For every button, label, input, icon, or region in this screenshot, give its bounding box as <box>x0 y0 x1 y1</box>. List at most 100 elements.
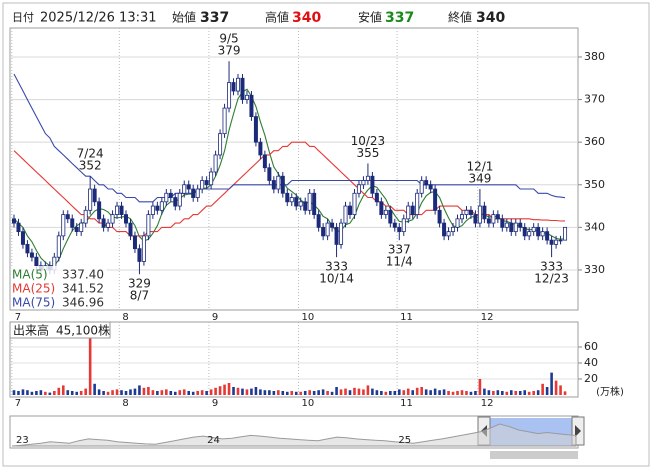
candle-body <box>29 252 34 258</box>
volume-bar <box>509 390 513 395</box>
volume-bar <box>299 391 303 395</box>
candle-body <box>231 82 236 92</box>
navigator-label: 23 <box>16 435 29 446</box>
volume-bar <box>26 390 29 395</box>
volume-bar <box>559 385 562 395</box>
volume-unit: (万株) <box>596 385 624 398</box>
candle-body <box>92 188 97 203</box>
candle-body <box>115 205 120 215</box>
candle-body <box>209 171 214 186</box>
volume-bar <box>57 387 61 395</box>
legend-box <box>11 266 107 309</box>
candle-body <box>200 180 205 190</box>
header-label: 日付 <box>12 11 34 24</box>
candle-body <box>159 201 164 211</box>
candle-body <box>316 214 321 228</box>
y-tick-label: 330 <box>584 263 605 276</box>
volume-title: 出来高 <box>13 323 49 338</box>
y-tick-label: 340 <box>584 220 605 233</box>
volume-tick-label: 20 <box>584 372 598 385</box>
candle-body <box>34 256 39 267</box>
candle-body <box>110 214 115 224</box>
candle-body <box>294 197 299 207</box>
x-tick-label: 9 <box>212 398 218 409</box>
volume-bar <box>317 390 320 395</box>
x-tick-label: 8 <box>122 312 128 323</box>
volume-bar <box>30 391 34 395</box>
candle-body <box>459 214 464 220</box>
volume-bar <box>456 391 459 395</box>
candle-body <box>321 226 326 237</box>
volume-bar <box>527 391 531 395</box>
candle-body <box>325 222 330 237</box>
y-tick-label: 360 <box>584 135 605 148</box>
candle-body <box>473 214 478 224</box>
volume-bar <box>415 387 419 395</box>
volume-bar <box>70 391 74 395</box>
candle-body <box>437 209 442 224</box>
candle-body <box>495 214 500 220</box>
volume-bar <box>563 391 567 395</box>
candle-body <box>312 192 317 215</box>
volume-bar <box>196 391 199 395</box>
volume-bar <box>554 380 558 395</box>
volume-bar <box>366 385 370 395</box>
volume-bar <box>12 390 16 395</box>
volume-legend-box <box>9 321 111 339</box>
volume-bar <box>214 387 217 395</box>
candle-body <box>477 205 482 224</box>
volume-bar <box>393 391 397 395</box>
annotation-date: 11/4 <box>386 255 413 269</box>
candle-body <box>339 222 344 245</box>
annotation-value: 379 <box>218 44 241 58</box>
candle-body <box>258 141 263 156</box>
candle-body <box>415 192 420 215</box>
volume-bar <box>362 389 365 395</box>
candle-body <box>433 188 438 211</box>
volume-bar <box>111 390 114 395</box>
volume-bar <box>165 389 168 395</box>
volume-bar <box>250 388 253 395</box>
volume-bar <box>492 391 495 395</box>
candle-body <box>563 226 568 241</box>
volume-bar <box>75 391 79 395</box>
candle-body <box>468 209 473 215</box>
volume-bar <box>44 391 47 395</box>
volume-latest: 45,100株 <box>56 323 110 338</box>
x-tick-label: 7 <box>15 312 21 323</box>
volume-bar <box>518 391 522 395</box>
candle-body <box>191 188 196 198</box>
candle-body <box>504 222 509 228</box>
candle-body <box>235 77 240 92</box>
candle-body <box>20 231 25 245</box>
ma-line <box>13 73 566 203</box>
candle-body <box>365 175 370 181</box>
legend-name: MA(25) <box>12 282 55 296</box>
volume-bar <box>156 391 159 395</box>
volume-bar <box>93 383 96 395</box>
candle-body <box>227 82 232 109</box>
candle-body <box>132 235 137 250</box>
volume-bar <box>501 391 504 395</box>
candle-body <box>379 201 384 215</box>
volume-bar <box>147 387 150 395</box>
candle-body <box>486 218 491 224</box>
volume-bar <box>61 385 65 395</box>
volume-bar <box>187 391 191 395</box>
volume-bar <box>451 391 455 395</box>
volume-bar <box>88 324 92 395</box>
volume-bar <box>151 390 155 395</box>
candle-body <box>204 180 209 186</box>
candle-body <box>545 231 550 241</box>
candle-body <box>124 214 129 224</box>
volume-bar <box>133 388 137 395</box>
candle-body <box>491 214 496 224</box>
annotation-value: 352 <box>79 159 102 173</box>
volume-bar <box>353 387 356 395</box>
volume-bar <box>474 391 477 395</box>
candle-body <box>554 239 559 245</box>
candle-body <box>70 218 75 228</box>
volume-bar <box>84 388 87 395</box>
scrollbar[interactable] <box>490 451 578 459</box>
